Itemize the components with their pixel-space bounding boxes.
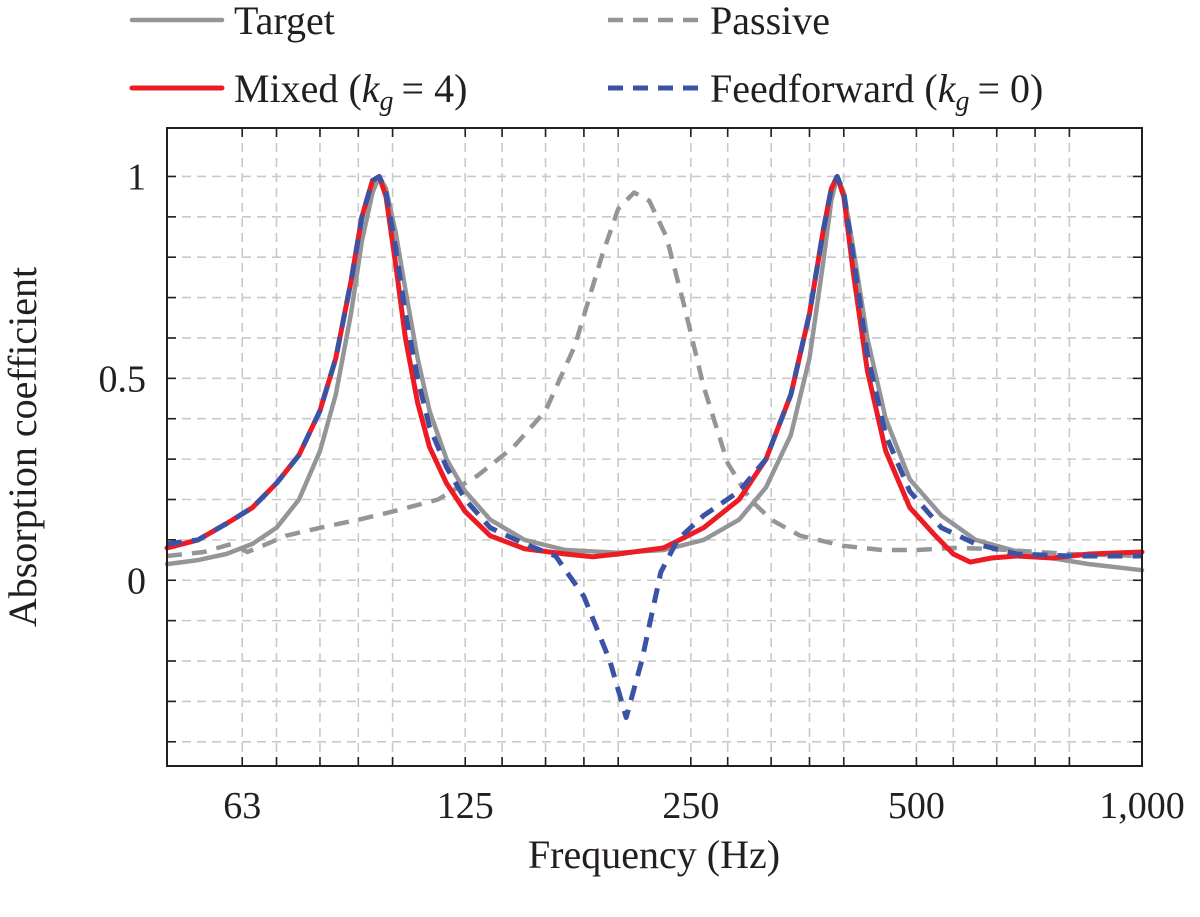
x-tick-label: 1,000 — [1099, 785, 1185, 827]
legend-mixed-k: k — [362, 66, 381, 111]
legend-feedforward-sub: g — [955, 86, 969, 117]
x-tick-label: 500 — [888, 785, 945, 827]
tick-labels: 63 125 250 500 1,000 0 0.5 1 — [99, 156, 1185, 827]
x-tick-label: 125 — [437, 785, 494, 827]
legend-feedforward-paren-open: ( — [914, 66, 937, 111]
series-line-target — [164, 174, 1145, 573]
legend-mixed-eq: = 4 — [402, 66, 455, 111]
legend-mixed-sub: g — [380, 86, 394, 117]
ticks — [167, 128, 1142, 766]
y-axis-label: Absorption coefficient — [0, 267, 45, 627]
legend-feedforward-paren-close: ) — [1030, 66, 1043, 111]
legend-mixed-name: Mixed — [234, 66, 338, 111]
series — [164, 174, 1145, 720]
legend-feedforward-eq: = 0 — [977, 66, 1030, 111]
series-line-passive — [166, 190, 1143, 559]
legend-feedforward-k: k — [938, 66, 957, 111]
x-tick-label: 250 — [662, 785, 719, 827]
legend-label-mixed: Mixed (kg = 4) — [234, 66, 467, 117]
grid — [167, 128, 1142, 766]
legend-label-feedforward: Feedforward (kg = 0) — [710, 66, 1043, 117]
y-tick-label: 0 — [127, 560, 146, 602]
x-tick-label: 63 — [223, 785, 261, 827]
legend-mixed-paren-close: ) — [454, 66, 467, 111]
legend-mixed-paren-open: ( — [338, 66, 361, 111]
series-line-feedforward — [166, 174, 1142, 720]
legend: Target Passive Mixed (kg = 4) Feedforward… — [129, 0, 1043, 117]
y-tick-label: 0.5 — [99, 358, 147, 400]
plot-area — [166, 127, 1143, 767]
plot-border — [166, 127, 1143, 767]
legend-label-target: Target — [234, 0, 335, 43]
legend-feedforward-name: Feedforward — [710, 66, 914, 111]
x-axis-label: Frequency (Hz) — [528, 832, 780, 877]
y-tick-label: 1 — [127, 156, 146, 198]
legend-label-passive: Passive — [710, 0, 830, 43]
